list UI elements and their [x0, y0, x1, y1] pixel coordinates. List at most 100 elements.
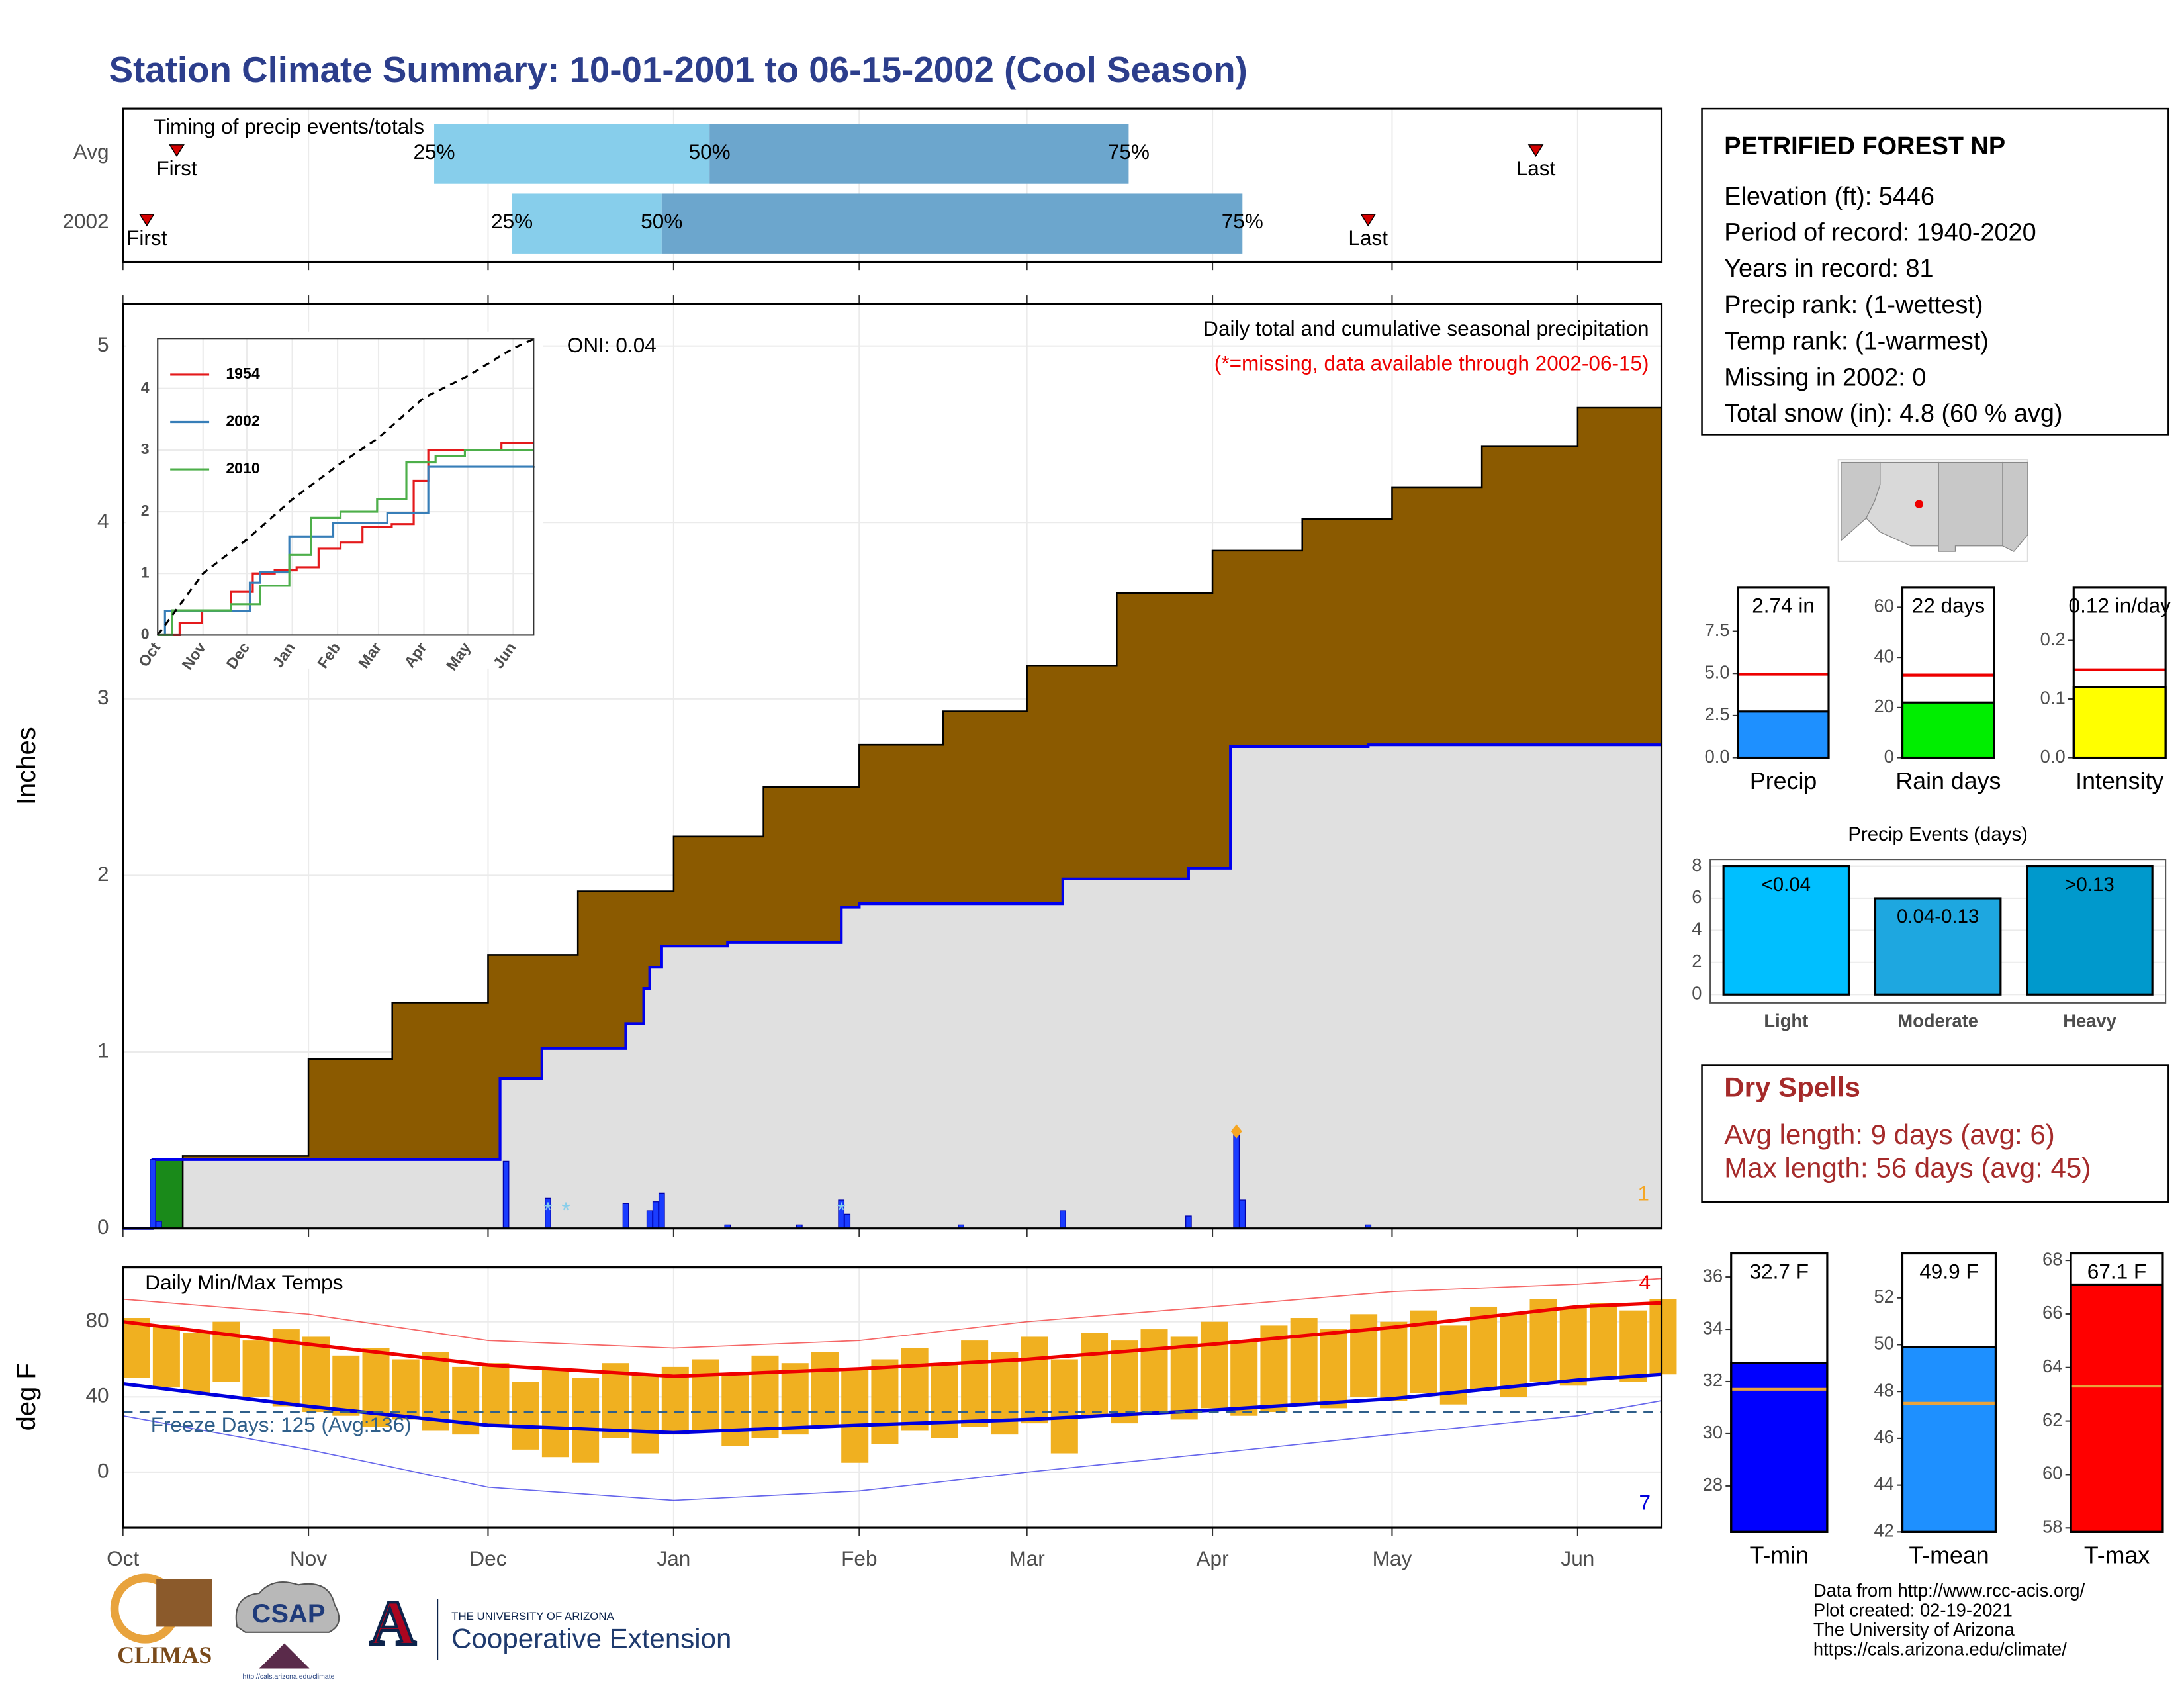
- summary-bar: [1901, 701, 1995, 759]
- locator-map: [1837, 459, 2028, 562]
- y-tick-label: 36: [1703, 1265, 1723, 1286]
- freeze-label: Freeze Days: 125 (Avg:136): [151, 1413, 412, 1436]
- events-frame: [1709, 859, 2167, 1004]
- summary-frame: [1901, 586, 1995, 759]
- y-tick-label: 42: [1874, 1521, 1893, 1541]
- map-state: [2002, 461, 2028, 552]
- daily-bar: [1060, 1210, 1066, 1229]
- event-marker: [1360, 214, 1377, 227]
- x-tick-label: Jun: [1561, 1546, 1594, 1570]
- station-line: Period of record: 1940-2020: [1724, 218, 2036, 246]
- temp-range-bar: [841, 1368, 869, 1463]
- timing-bar-late: [661, 193, 1243, 254]
- csap-logo-text: CSAP: [251, 1599, 325, 1628]
- temp-range-bar: [152, 1325, 180, 1388]
- y-tick-label: 2: [1692, 951, 1702, 971]
- x-tick-label: Light: [1764, 1011, 1808, 1031]
- daily-bar: [646, 1210, 653, 1229]
- station-line: Years in record: 81: [1724, 255, 1933, 283]
- y-tick-label: 68: [2042, 1248, 2062, 1269]
- summary-frame: [2070, 1252, 2164, 1533]
- logos: CLIMAS CSAP http://cals.arizona.edu/clim…: [110, 1573, 731, 1681]
- temp-range-bar: [1140, 1329, 1168, 1413]
- y-tick-label: 0: [97, 1215, 109, 1239]
- y-tick-label: 6: [1692, 886, 1702, 907]
- temp-range-bar: [961, 1340, 989, 1427]
- category-label: T-mean: [1909, 1542, 1989, 1569]
- event-label: First: [156, 156, 197, 180]
- dry-spells-box: [1701, 1064, 2169, 1203]
- footer-line: Data from http://www.rcc-acis.org/: [1813, 1580, 2085, 1601]
- y-tick-label: 0.0: [1705, 746, 1730, 767]
- station-location: [1915, 500, 1924, 508]
- station-line: Precip rank: (1-wettest): [1724, 291, 1983, 319]
- daily-bar: [150, 1159, 156, 1229]
- y-tick-label: Avg: [73, 140, 109, 164]
- station-box: [1701, 107, 2169, 436]
- temp-title: Daily Min/Max Temps: [145, 1270, 343, 1294]
- y-tick-label: 66: [2042, 1302, 2062, 1323]
- cumulative-line: [122, 743, 1662, 1230]
- y-tick-label: 52: [1874, 1286, 1893, 1307]
- temp-range-bar: [332, 1355, 360, 1416]
- temp-range-bar: [871, 1359, 899, 1444]
- map-state: [1938, 461, 2003, 552]
- y-tick-label: 0: [141, 626, 150, 643]
- temp-range-bar: [1050, 1359, 1078, 1454]
- y-tick-label: 2.5: [1705, 704, 1730, 724]
- percent-label: 50%: [641, 209, 682, 233]
- value-label: 67.1 F: [2087, 1259, 2146, 1283]
- percent-label: 25%: [491, 209, 533, 233]
- station-line: Total snow (in): 4.8 (60 % avg): [1724, 400, 2062, 428]
- summary-frame: [1737, 586, 1830, 759]
- y-tick-label: 3: [97, 685, 109, 709]
- csap-mountain: [259, 1643, 310, 1669]
- temp-range-bar: [1081, 1333, 1109, 1416]
- x-tick-label: Nov: [290, 1546, 327, 1570]
- y-tick-label: 0: [1884, 746, 1894, 767]
- note: (*=missing, data available through 2002-…: [1214, 352, 1649, 375]
- temp-range-bar: [1170, 1336, 1198, 1420]
- inset-frame: [157, 338, 535, 636]
- footer-line: The University of Arizona: [1813, 1619, 2015, 1640]
- temp-range-bar: [1290, 1318, 1318, 1405]
- record-high-count: 4: [1639, 1270, 1651, 1294]
- x-tick-label: Moderate: [1897, 1011, 1978, 1031]
- temp-range-bar: [1021, 1336, 1048, 1424]
- temp-range-bar: [1619, 1310, 1647, 1382]
- y-tick-label: 0.2: [2040, 629, 2066, 649]
- inset-line: [156, 338, 534, 636]
- daily-bar: [1239, 1199, 1246, 1229]
- timing-bar-early: [512, 193, 662, 254]
- y-axis-label: Inches: [12, 727, 41, 805]
- temp-range-bar: [692, 1359, 719, 1431]
- climas-logo-shape: [156, 1579, 212, 1627]
- record-count: 1: [1637, 1182, 1649, 1205]
- summary-bar: [2070, 1283, 2164, 1533]
- temp-range-bar: [781, 1363, 809, 1435]
- y-tick-label: 4: [1692, 919, 1702, 939]
- temp-range-bar: [1649, 1299, 1677, 1375]
- event-label: First: [126, 226, 167, 250]
- temp-range-bar: [661, 1366, 689, 1435]
- dry-spell-lines: Avg length: 9 days (avg: 6)Max length: 5…: [1724, 1119, 2091, 1183]
- daily-bar: [652, 1201, 659, 1229]
- daily-bar: [502, 1160, 510, 1229]
- temp-range-bar: [302, 1336, 330, 1413]
- summary-frame: [1730, 1252, 1829, 1533]
- daily-bar: [1185, 1215, 1192, 1229]
- temp-range-bar: [1350, 1314, 1378, 1397]
- y-tick-label: 2002: [62, 209, 109, 233]
- station-lines: Elevation (ft): 5446 Period of record: 19…: [1724, 183, 2062, 428]
- event-marker: [138, 214, 155, 227]
- y-tick-label: 8: [1692, 855, 1702, 875]
- temp-range-bar: [1230, 1340, 1258, 1416]
- station-name: PETRIFIED FOREST NP: [1724, 132, 2005, 160]
- temp-range-bar: [1500, 1314, 1527, 1397]
- x-tick-label: Feb: [841, 1546, 877, 1570]
- y-tick-label: 44: [1874, 1474, 1893, 1494]
- value-label: 2.74 in: [1752, 594, 1815, 618]
- y-tick-label: 0: [97, 1458, 109, 1482]
- below-average-area: [122, 745, 1662, 1229]
